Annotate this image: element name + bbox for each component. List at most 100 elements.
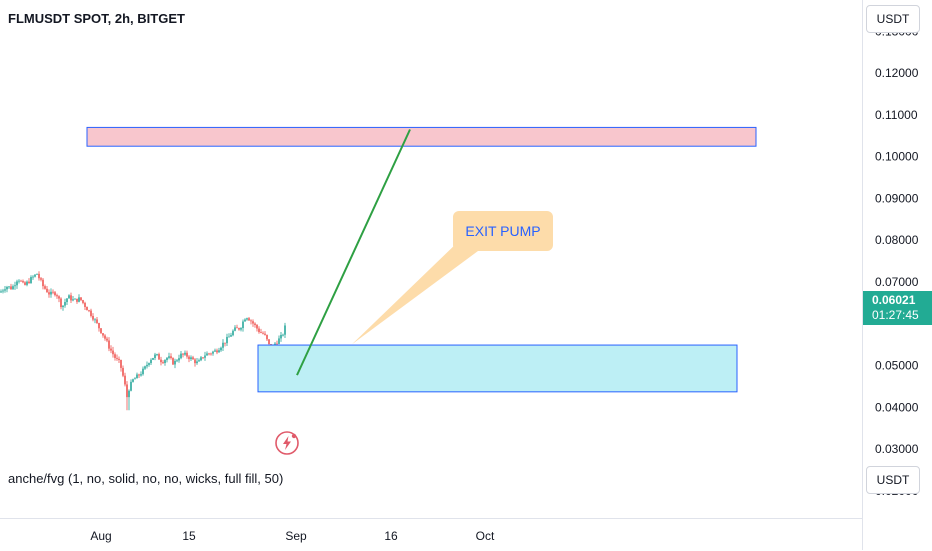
candle-body [120, 359, 122, 368]
candle-body [128, 390, 130, 398]
candle-body [86, 306, 88, 311]
candle-body [72, 299, 74, 301]
candle-body [268, 339, 270, 345]
candle-body [210, 353, 212, 355]
candle-body [158, 354, 160, 360]
candle-body [42, 279, 44, 287]
candle-body [94, 319, 96, 321]
candle-body [82, 300, 84, 303]
candle-body [168, 356, 170, 358]
candle-body [162, 362, 164, 364]
candle-body [278, 338, 280, 344]
candle-body [204, 355, 206, 358]
lightning-icon[interactable] [275, 431, 299, 455]
candle-body [196, 361, 198, 364]
price-axis[interactable]: 0.130000.120000.110000.100000.090000.080… [862, 0, 932, 550]
candle-body [254, 323, 256, 325]
candle-body [40, 278, 42, 280]
candle-body [118, 358, 120, 360]
candle-body [232, 330, 234, 336]
y-tick-label: 0.11000 [875, 108, 918, 122]
candle-body [206, 353, 208, 356]
candle-body [182, 353, 184, 355]
candle-body [80, 297, 82, 301]
currency-selector-top[interactable]: USDT [866, 5, 920, 33]
candle-body [276, 343, 278, 345]
callout-box[interactable] [453, 211, 553, 251]
currency-selector-bottom[interactable]: USDT [866, 466, 920, 494]
candle-body [98, 323, 100, 329]
candle-body [70, 295, 72, 301]
candle-body [192, 357, 194, 360]
x-tick-label: Aug [90, 529, 111, 543]
candles-group [0, 271, 286, 411]
y-tick-label: 0.04000 [875, 400, 919, 414]
candle-body [240, 328, 242, 330]
candle-body [100, 328, 102, 334]
candle-body [96, 319, 98, 324]
candle-body [30, 277, 32, 284]
candle-body [184, 352, 186, 355]
candle-body [194, 359, 196, 364]
candle-body [248, 318, 250, 321]
callout-pointer [352, 240, 478, 345]
candle-body [90, 310, 92, 316]
candle-body [12, 286, 14, 290]
candle-body [220, 347, 222, 351]
candle-body [20, 280, 22, 282]
candle-body [38, 273, 40, 279]
candle-body [46, 288, 48, 293]
candle-body [284, 325, 286, 335]
candle-body [186, 352, 188, 357]
support-zone[interactable] [257, 344, 738, 393]
candle-body [10, 286, 12, 290]
candle-body [66, 298, 68, 303]
y-tick-label: 0.10000 [875, 150, 919, 164]
candle-body [84, 302, 86, 307]
last-price-value: 0.06021 [872, 293, 916, 307]
y-tick-label: 0.12000 [875, 66, 919, 80]
candle-body [222, 342, 224, 348]
trend-line[interactable] [296, 129, 411, 376]
time-axis[interactable]: Aug 15 Sep 16 Oct [0, 518, 862, 551]
y-tick-label: 0.07000 [875, 275, 919, 289]
candle-body [76, 298, 78, 302]
candle-body [24, 282, 26, 285]
candle-body [32, 276, 34, 278]
candle-body [108, 340, 110, 349]
candle-body [22, 281, 24, 283]
candle-body [104, 335, 106, 339]
candle-body [154, 354, 156, 359]
candle-body [180, 353, 182, 359]
candle-body [226, 336, 228, 344]
candle-body [198, 360, 200, 362]
candle-body [166, 357, 168, 361]
price-chart[interactable]: EXIT PUMP [0, 0, 862, 518]
candle-body [124, 375, 126, 385]
candle-body [230, 335, 232, 337]
candle-body [252, 321, 254, 324]
candle-body [174, 360, 176, 365]
candle-body [92, 315, 94, 320]
candle-body [4, 289, 6, 291]
candle-body [234, 327, 236, 331]
candle-body [280, 334, 282, 339]
candle-body [218, 350, 220, 353]
candle-body [262, 332, 264, 334]
candle-body [256, 324, 258, 329]
indicator-label[interactable]: anche/fvg (1, no, solid, no, no, wicks, … [8, 471, 284, 486]
candle-body [114, 354, 116, 358]
resistance-zone[interactable] [86, 126, 757, 147]
candle-body [136, 374, 138, 379]
y-tick-label: 0.05000 [875, 359, 919, 373]
candle-body [202, 357, 204, 359]
y-tick-label: 0.09000 [875, 191, 919, 205]
candle-body [16, 281, 18, 286]
candle-body [8, 286, 10, 288]
candle-body [50, 291, 52, 295]
candle-body [146, 364, 148, 367]
x-tick-label: Oct [476, 529, 495, 543]
candle-body [112, 350, 114, 355]
candle-body [260, 332, 262, 333]
candle-body [44, 286, 46, 289]
